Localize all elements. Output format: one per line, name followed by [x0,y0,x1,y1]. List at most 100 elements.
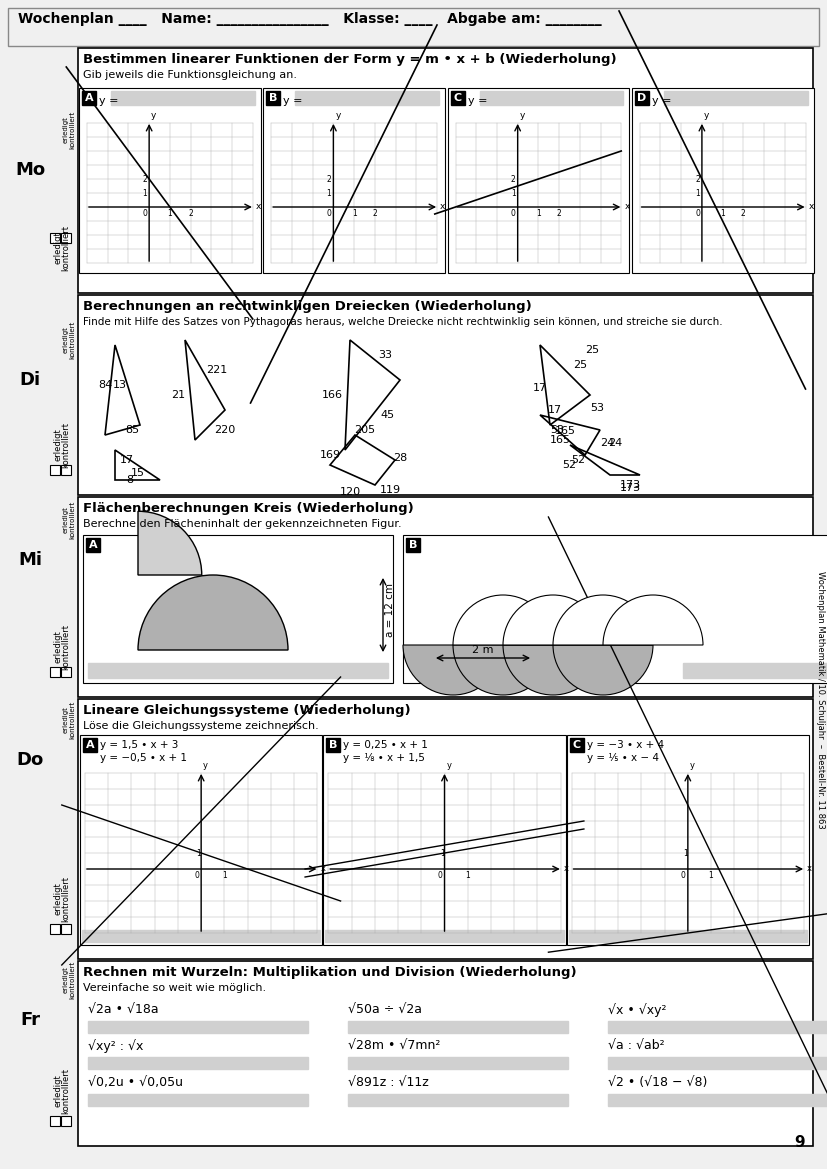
Text: erledigt: erledigt [54,429,63,462]
Bar [635,91,648,105]
Text: a = 12 cm: a = 12 cm [385,583,395,637]
Text: 15: 15 [131,468,145,478]
Text: 21: 21 [171,390,185,400]
Text: kontrolliert: kontrolliert [69,701,75,739]
Text: Löse die Gleichungssysteme zeichnerisch.: Löse die Gleichungssysteme zeichnerisch. [83,721,318,731]
Bar [348,1094,568,1106]
Text: Di: Di [20,371,41,389]
Wedge shape [553,595,653,645]
Bar [50,667,60,677]
Bar [8,8,819,46]
Text: 173: 173 [619,480,641,490]
Wedge shape [138,575,288,650]
Bar [569,931,807,942]
Bar [78,961,813,1146]
Bar [566,735,809,945]
Text: 8: 8 [126,475,133,485]
Text: √2 • (√18 − √8): √2 • (√18 − √8) [608,1075,707,1090]
Text: kontrolliert: kontrolliert [69,500,75,539]
Text: 1: 1 [696,188,700,198]
Text: 2: 2 [142,174,147,184]
Text: erledigt: erledigt [54,630,63,663]
Text: A: A [86,740,94,750]
Bar [61,465,71,475]
Text: kontrolliert: kontrolliert [69,961,75,999]
Text: 0: 0 [437,871,442,880]
Bar [266,91,280,105]
Bar [55,700,77,819]
Text: y = ⅛ • x + 1,5: y = ⅛ • x + 1,5 [343,753,425,763]
Text: 165: 165 [550,435,571,445]
Text: Mo: Mo [15,161,45,179]
Text: y: y [519,111,525,120]
Text: 2: 2 [189,209,193,217]
Text: 173: 173 [620,483,641,493]
Text: 1: 1 [168,209,172,217]
Bar [348,1021,568,1033]
Text: Lineare Gleichungssysteme (Wiederholung): Lineare Gleichungssysteme (Wiederholung) [83,704,411,717]
Text: erledigt: erledigt [63,117,69,144]
Bar [632,88,814,274]
Bar [88,663,388,678]
Text: A: A [88,540,98,549]
Text: y = 1,5 • x + 3: y = 1,5 • x + 3 [100,740,179,750]
Text: 0: 0 [695,209,700,217]
Text: 52: 52 [562,459,576,470]
Text: Do: Do [17,750,44,769]
Text: x: x [809,202,814,210]
Text: 25: 25 [573,360,587,371]
Text: 166: 166 [322,390,343,400]
Text: Finde mit Hilfe des Satzes von Pythagoras heraus, welche Dreiecke nicht rechtwin: Finde mit Hilfe des Satzes von Pythagora… [83,317,723,327]
Wedge shape [453,595,553,645]
Text: Vereinfache so weit wie möglich.: Vereinfache so weit wie möglich. [83,983,266,992]
Text: 17: 17 [533,383,547,393]
Text: 165: 165 [554,426,576,436]
Text: kontrolliert: kontrolliert [69,111,75,150]
Wedge shape [453,645,553,696]
Bar [61,924,71,934]
Text: kontrolliert: kontrolliert [61,624,70,670]
Bar [323,735,566,945]
Wedge shape [503,645,603,696]
Text: B: B [329,740,337,750]
Bar [61,233,71,243]
Bar [50,1116,60,1126]
Text: 1: 1 [327,188,332,198]
Text: 24: 24 [608,438,622,448]
Wedge shape [403,645,503,696]
Text: x: x [624,202,629,210]
Text: 52: 52 [571,455,585,465]
Text: √a : √ab²: √a : √ab² [608,1039,665,1052]
Bar [80,735,323,945]
Text: 0: 0 [194,871,199,880]
Bar [88,1021,308,1033]
Text: x: x [320,864,325,873]
Text: x: x [807,864,812,873]
Text: 119: 119 [380,485,400,494]
Wedge shape [503,595,603,645]
Text: Gib jeweils die Funktionsgleichung an.: Gib jeweils die Funktionsgleichung an. [83,70,297,79]
Text: 2: 2 [557,209,562,217]
Text: Fr: Fr [20,1011,40,1029]
Text: y = −3 • x + 4: y = −3 • x + 4 [586,740,664,750]
Text: erledigt: erledigt [54,883,63,915]
Text: 25: 25 [585,345,599,355]
Text: kontrolliert: kontrolliert [61,422,70,468]
Bar [683,663,827,678]
Text: y: y [203,761,208,770]
Text: 17: 17 [548,404,562,415]
Wedge shape [553,645,653,696]
Bar [403,535,827,683]
Text: y: y [336,111,341,120]
Text: Wochenplan Mathematik / 10. Schuljahr  –  Bestell-Nr. 11 863: Wochenplan Mathematik / 10. Schuljahr – … [815,572,825,829]
Bar [50,233,60,243]
Text: C: C [572,740,581,750]
Bar [570,738,584,752]
Text: 2 m: 2 m [472,645,494,655]
Text: y: y [690,761,695,770]
Text: 1: 1 [197,849,201,858]
Text: y = 0,25 • x + 1: y = 0,25 • x + 1 [343,740,428,750]
Bar [325,931,564,942]
Text: 2: 2 [696,174,700,184]
Text: y: y [704,111,710,120]
